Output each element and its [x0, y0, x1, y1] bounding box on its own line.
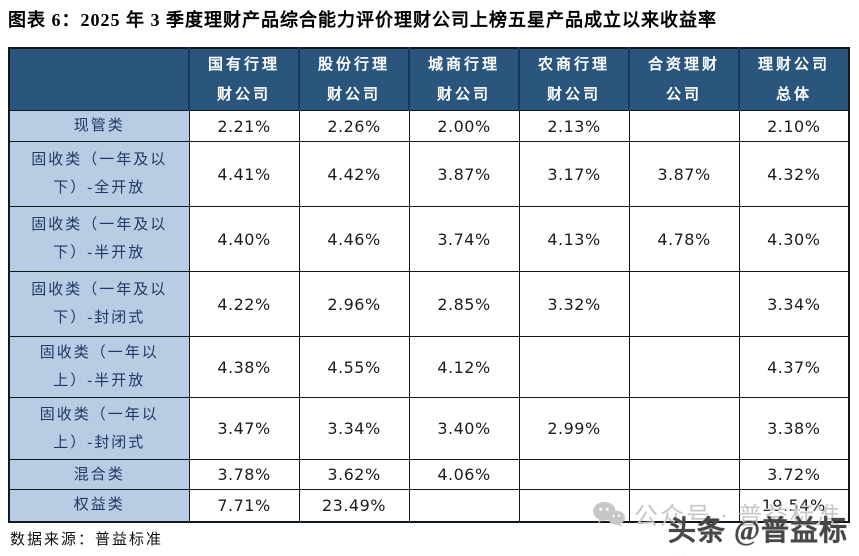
value-cell: 4.78% [628, 206, 740, 272]
value-cell [518, 459, 630, 490]
value-cell: 3.40% [408, 397, 520, 460]
value-cell: 3.47% [188, 397, 300, 460]
value-cell: 4.37% [738, 336, 850, 398]
value-cell: 3.87% [628, 141, 740, 207]
value-cell: 3.32% [518, 271, 630, 337]
value-cell: 4.41% [188, 141, 300, 207]
table-row: 固收类（一年以上）-半开放 4.38% 4.55% 4.12% 4.37% [8, 336, 850, 398]
row-label: 现管类 [8, 110, 190, 142]
value-cell: 4.22% [188, 271, 300, 337]
table-row: 固收类（一年及以下）-全开放 4.41% 4.42% 3.87% 3.17% 3… [8, 141, 850, 207]
header-row: 国有行理财公司 股份行理财公司 城商行理财公司 农商行理财公司 合资理财公司 理… [9, 47, 849, 111]
row-label: 固收类（一年及以下）-全开放 [8, 141, 190, 207]
figure-title: 图表 6：2025 年 3 季度理财产品综合能力评价理财公司上榜五星产品成立以来… [8, 10, 717, 30]
value-cell: 3.87% [408, 141, 520, 207]
value-cell: 2.10% [738, 110, 850, 142]
row-label: 权益类 [8, 489, 190, 522]
value-cell: 4.06% [408, 459, 520, 490]
value-cell: 7.71% [188, 489, 300, 522]
value-cell: 3.34% [738, 271, 850, 337]
value-cell: 4.55% [298, 336, 410, 398]
row-label: 混合类 [8, 459, 190, 490]
row-label: 固收类（一年及以下）-封闭式 [8, 271, 190, 337]
value-cell [628, 489, 740, 522]
row-label: 固收类（一年及以下）-半开放 [8, 206, 190, 272]
value-cell [628, 336, 740, 398]
value-cell: 23.49% [298, 489, 410, 522]
value-cell: 2.26% [298, 110, 410, 142]
column-header: 理财公司总体 [738, 47, 849, 111]
value-cell: 2.99% [518, 397, 630, 460]
table-row: 固收类（一年以上）-封闭式 3.47% 3.34% 3.40% 2.99% 3.… [8, 397, 850, 460]
value-cell: 4.12% [408, 336, 520, 398]
value-cell: 3.78% [188, 459, 300, 490]
table-row: 固收类（一年及以下）-封闭式 4.22% 2.96% 2.85% 3.32% 3… [8, 271, 850, 337]
value-cell: 2.00% [408, 110, 520, 142]
value-cell: 4.30% [738, 206, 850, 272]
column-header: 股份行理财公司 [298, 47, 410, 111]
value-cell: 4.40% [188, 206, 300, 272]
wechat-watermark: 公众号 · 普益标准 [592, 496, 842, 531]
column-header: 国有行理财公司 [188, 47, 300, 111]
value-cell [408, 489, 520, 522]
value-cell: 2.13% [518, 110, 630, 142]
value-cell: 4.46% [298, 206, 410, 272]
value-cell [628, 110, 740, 142]
value-cell [518, 336, 630, 398]
value-cell: 2.85% [408, 271, 520, 337]
value-cell: 3.17% [518, 141, 630, 207]
value-cell: 3.38% [738, 397, 850, 460]
value-cell: 3.62% [298, 459, 410, 490]
table-row: 混合类 3.78% 3.62% 4.06% 3.72% [8, 459, 850, 490]
table-row: 固收类（一年及以下）-半开放 4.40% 4.46% 3.74% 4.13% 4… [8, 206, 850, 272]
value-cell: 3.34% [298, 397, 410, 460]
table-row: 权益类 7.71% 23.49% 19.54% [8, 489, 850, 522]
column-header: 城商行理财公司 [408, 47, 520, 111]
value-cell: 2.96% [298, 271, 410, 337]
row-label: 固收类（一年以上）-封闭式 [8, 397, 190, 460]
table-row: 现管类 2.21% 2.26% 2.00% 2.13% 2.10% [8, 110, 850, 142]
returns-table: 国有行理财公司 股份行理财公司 城商行理财公司 农商行理财公司 合资理财公司 理… [8, 47, 850, 523]
value-cell [628, 397, 740, 460]
value-cell: 4.13% [518, 206, 630, 272]
value-cell: 4.42% [298, 141, 410, 207]
value-cell: 4.38% [188, 336, 300, 398]
wechat-watermark-text: 公众号 · 普益标准 [634, 504, 842, 530]
toutiao-watermark: 头条 @普益标准 [668, 516, 849, 547]
value-cell: 19.54% [738, 489, 850, 522]
value-cell: 3.74% [408, 206, 520, 272]
data-source: 数据来源：普益标准 [10, 532, 164, 548]
value-cell: 3.72% [738, 459, 850, 490]
column-header: 农商行理财公司 [518, 47, 630, 111]
value-cell [628, 459, 740, 490]
row-label: 固收类（一年以上）-半开放 [8, 336, 190, 398]
value-cell [628, 271, 740, 337]
value-cell: 2.21% [188, 110, 300, 142]
corner-cell [9, 47, 190, 111]
column-header: 合资理财公司 [628, 47, 740, 111]
wechat-icon [592, 500, 626, 528]
value-cell: 4.32% [738, 141, 850, 207]
